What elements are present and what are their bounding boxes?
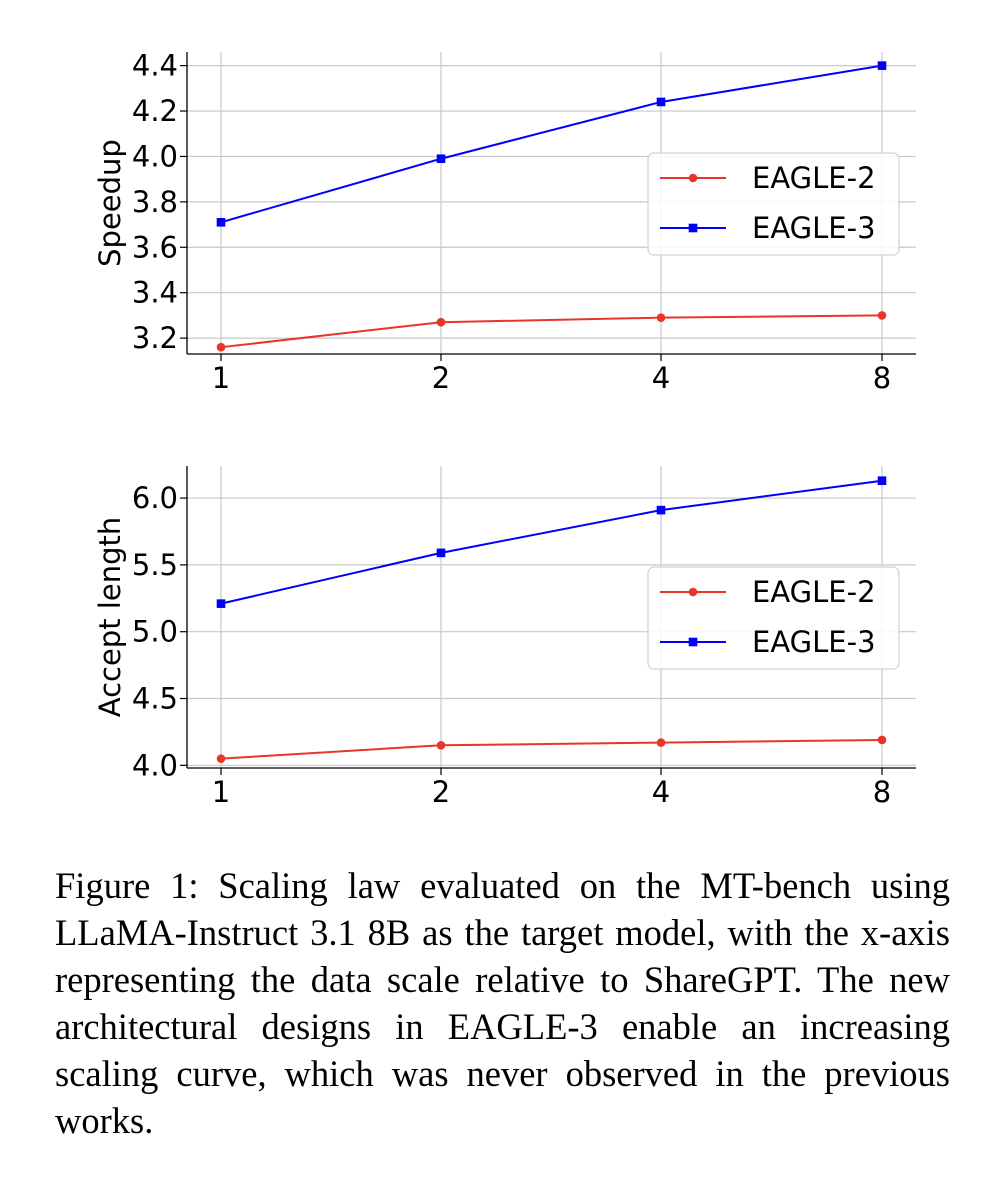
legend-marker: [688, 223, 698, 233]
x-tick-label: 1: [212, 775, 230, 809]
legend-label: EAGLE-2: [752, 575, 876, 609]
data-point: [216, 342, 226, 352]
data-point: [436, 317, 446, 327]
y-tick-label: 5.0: [132, 615, 178, 649]
figure: 1 2 4 8 3.2 3.4 3.6 3.8 4.0 4.2 4.4 Speedup EAGLE-2 E…: [93, 49, 916, 809]
data-point: [216, 218, 226, 227]
x-tick-label: 2: [432, 775, 450, 809]
series-eagle-3: [216, 476, 887, 608]
data-point: [436, 548, 446, 558]
y-tick-label: 3.8: [132, 185, 178, 219]
data-point: [877, 735, 887, 745]
data-point: [656, 505, 666, 515]
data-point: [216, 754, 226, 763]
y-tick-label: 3.4: [132, 276, 178, 310]
y-tick-label: 4.4: [132, 49, 178, 83]
legend-marker: [688, 587, 698, 597]
data-point: [656, 97, 666, 107]
series-line: [220, 738, 883, 760]
data-point: [656, 313, 666, 322]
x-tick-label: 4: [652, 361, 670, 395]
data-point: [877, 311, 887, 320]
x-tick-label: 8: [873, 775, 891, 809]
data-point: [436, 740, 446, 750]
legend-label: EAGLE-3: [752, 211, 876, 245]
legend-label: EAGLE-3: [752, 625, 876, 659]
series-line: [220, 64, 883, 224]
y-tick-label: 4.0: [132, 748, 178, 782]
y-tick-label: 5.5: [132, 548, 178, 582]
series-line: [220, 314, 883, 349]
y-tick-label: 4.5: [132, 682, 178, 716]
figure-caption: Figure 1: Scaling law evaluated on the M…: [55, 865, 950, 1141]
series-eagle-2: [216, 311, 887, 352]
y-tick-label: 3.2: [132, 321, 178, 355]
data-point: [877, 476, 887, 485]
legend-marker: [688, 637, 698, 647]
y-axis-label: Accept length: [93, 517, 127, 718]
x-tick-label: 1: [212, 361, 230, 395]
series-eagle-3: [216, 61, 887, 227]
series-line: [220, 479, 883, 605]
legend: EAGLE-2 EAGLE-3: [647, 566, 900, 670]
data-point: [216, 599, 226, 608]
x-tick-label: 4: [652, 775, 670, 809]
y-axis-label: Speedup: [93, 139, 127, 267]
legend-label: EAGLE-2: [752, 161, 876, 195]
legend: EAGLE-2 EAGLE-3: [647, 152, 900, 256]
legend-marker: [688, 173, 698, 183]
y-tick-label: 4.2: [132, 94, 178, 128]
y-tick-label: 6.0: [132, 481, 178, 515]
x-tick-label: 2: [432, 361, 450, 395]
x-tick-label: 8: [873, 361, 891, 395]
series-eagle-2: [216, 735, 887, 763]
data-point: [877, 61, 887, 70]
data-point: [656, 738, 666, 747]
data-point: [436, 154, 446, 164]
y-tick-label: 3.6: [132, 230, 178, 264]
y-tick-label: 4.0: [132, 139, 178, 173]
